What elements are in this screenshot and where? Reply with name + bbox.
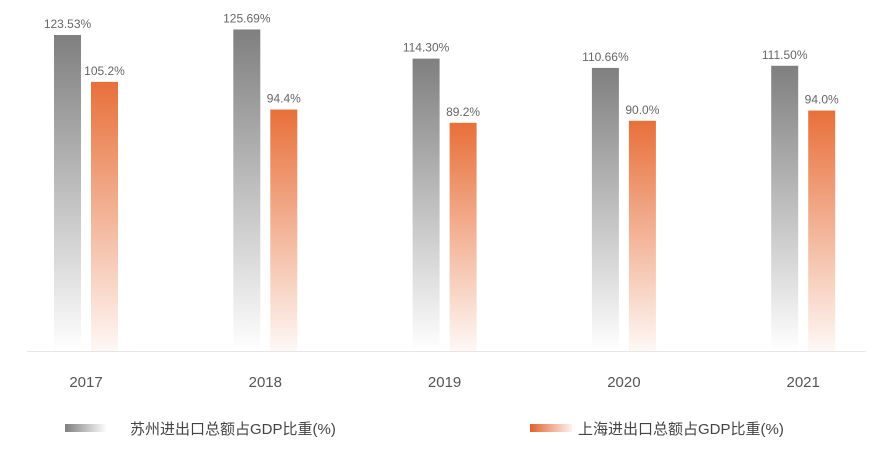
data-label: 125.69% — [223, 11, 271, 25]
shanghai-bar — [91, 81, 118, 352]
data-label: 90.0% — [625, 103, 659, 117]
shanghai-bar — [270, 109, 298, 351]
data-label: 94.4% — [267, 92, 301, 106]
suzhou-bar — [54, 35, 81, 351]
data-label: 114.30% — [403, 41, 450, 55]
x-tick-label: 2021 — [787, 374, 820, 391]
shanghai-bar — [628, 120, 656, 351]
x-tick-label: 2018 — [249, 374, 282, 391]
legend: 苏州进出口总额占GDP比重(%) 上海进出口总额占GDP比重(%) — [65, 421, 784, 438]
data-label: 89.2% — [446, 105, 480, 119]
suzhou-bar — [591, 67, 619, 351]
legend-swatch-suzhou — [65, 424, 107, 432]
shanghai-bar — [449, 122, 477, 351]
x-tick-label: 2020 — [607, 374, 640, 391]
data-label: 105.2% — [84, 64, 125, 78]
data-label: 123.53% — [44, 17, 92, 31]
data-label: 94.0% — [805, 93, 839, 107]
data-label: 110.66% — [582, 50, 629, 64]
legend-label-suzhou: 苏州进出口总额占GDP比重(%) — [130, 421, 336, 438]
x-tick-label: 2019 — [428, 374, 461, 391]
suzhou-bar — [412, 58, 440, 351]
x-tick-label: 2017 — [69, 374, 102, 391]
data-label: 111.50% — [762, 48, 808, 62]
shanghai-bar — [808, 110, 836, 351]
suzhou-bar — [771, 65, 799, 351]
legend-swatch-shanghai — [530, 424, 572, 432]
legend-label-shanghai: 上海进出口总额占GDP比重(%) — [578, 421, 784, 438]
suzhou-bar — [233, 29, 261, 351]
